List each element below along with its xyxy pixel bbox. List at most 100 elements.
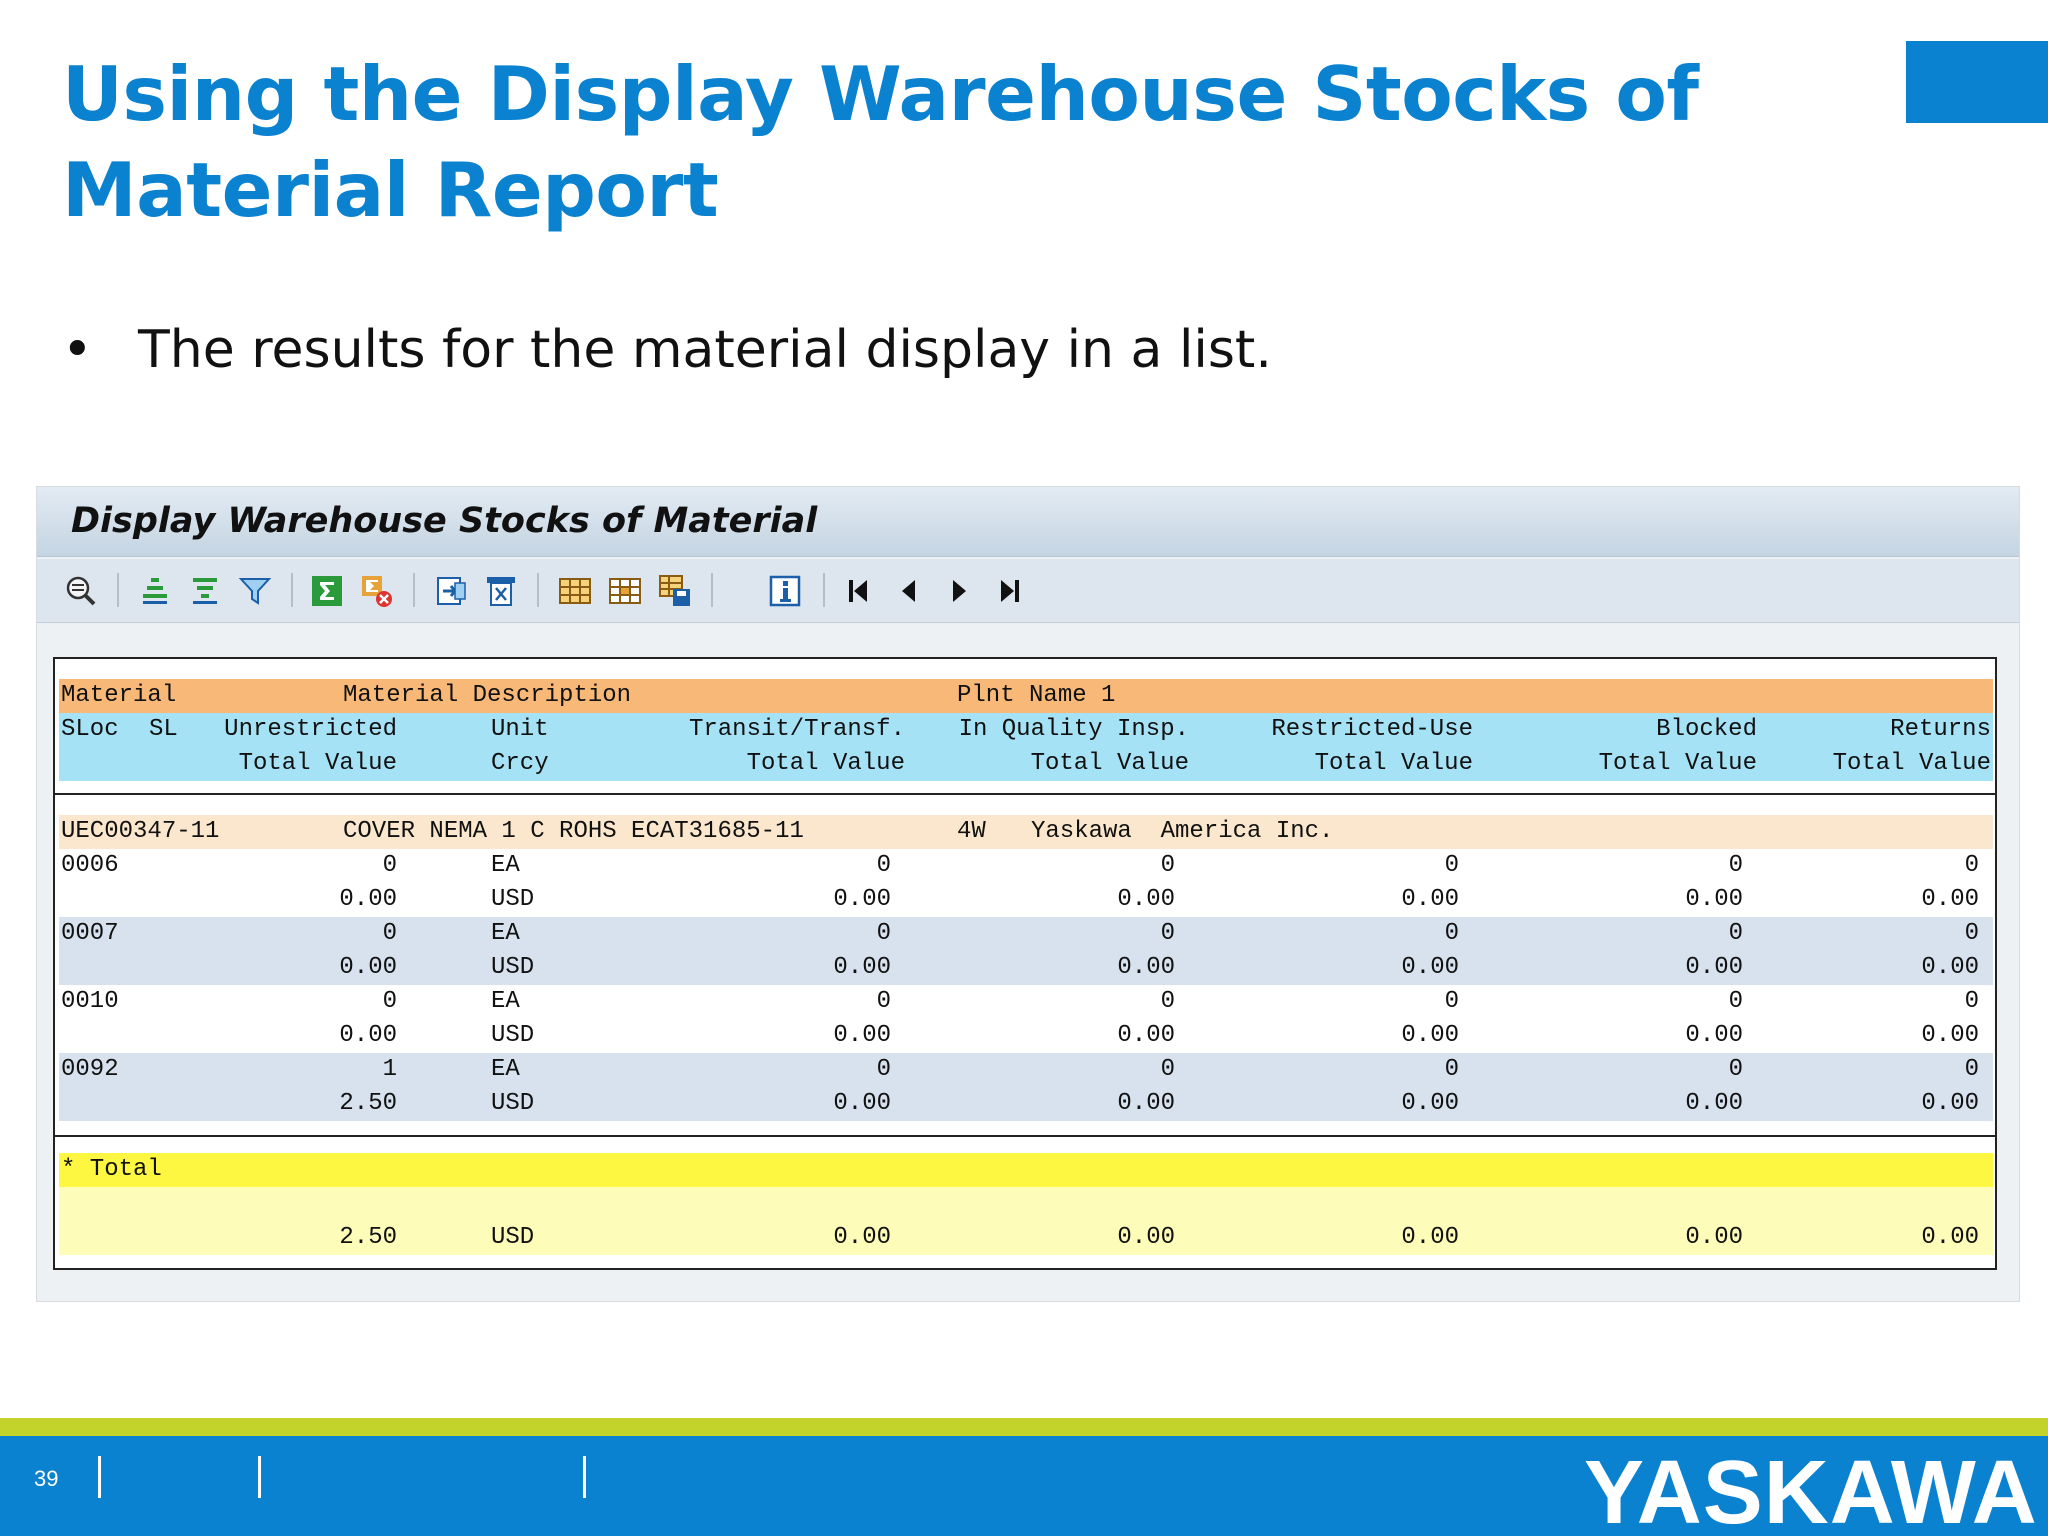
- info-icon[interactable]: [767, 573, 803, 609]
- footer-bar: [0, 1436, 2048, 1536]
- unrestricted-value: 0.00: [339, 954, 397, 981]
- header-divider: [55, 793, 1995, 795]
- previous-page-icon[interactable]: [891, 573, 927, 609]
- transit-qty: 0: [876, 920, 891, 947]
- header-total-value: Total Value: [1598, 750, 1757, 777]
- unit: EA: [491, 988, 520, 1015]
- unit: EA: [491, 852, 520, 879]
- returns-qty: 0: [1964, 920, 1979, 947]
- toolbar-separator: [413, 573, 415, 607]
- filter-icon[interactable]: [237, 573, 273, 609]
- transit-value: 0.00: [833, 886, 891, 913]
- returns-value: 0.00: [1921, 1090, 1979, 1117]
- unrestricted-qty: 0: [382, 852, 397, 879]
- sort-ascending-icon[interactable]: [137, 573, 173, 609]
- material-plant-name: Yaskawa America Inc.: [1031, 818, 1334, 845]
- next-page-icon[interactable]: [941, 573, 977, 609]
- stock-value-row[interactable]: 2.50 USD 0.00 0.00 0.00 0.00 0.00: [59, 1087, 1993, 1121]
- sum-icon[interactable]: [309, 573, 345, 609]
- yaskawa-logo: YASKAWA: [1584, 1443, 2038, 1536]
- footer-separator: [258, 1456, 261, 1498]
- last-page-icon[interactable]: [991, 573, 1027, 609]
- sap-window-title: Display Warehouse Stocks of Material: [71, 501, 818, 541]
- footer-separator: [98, 1456, 101, 1498]
- restricted-value: 0.00: [1401, 886, 1459, 913]
- currency: USD: [491, 954, 535, 981]
- transit-value: 0.00: [833, 954, 891, 981]
- returns-qty: 0: [1964, 1056, 1979, 1083]
- accent-block: [1906, 41, 2048, 123]
- stock-value-row[interactable]: 0.00 USD 0.00 0.00 0.00 0.00 0.00: [59, 951, 1993, 985]
- restricted-qty: 0: [1444, 920, 1459, 947]
- header-material: Material: [61, 682, 177, 709]
- total-restricted-value: 0.00: [1401, 1224, 1459, 1251]
- bullet-text: The results for the material display in …: [138, 320, 1272, 380]
- total-label: * Total: [61, 1156, 162, 1183]
- toolbar-separator: [537, 573, 539, 607]
- bullet-dot: •: [62, 320, 93, 380]
- stock-row[interactable]: 0006 0 EA 0 0 0 0 0: [59, 849, 1993, 883]
- blocked-value: 0.00: [1685, 1022, 1743, 1049]
- quality-qty: 0: [1160, 920, 1175, 947]
- quality-value: 0.00: [1117, 886, 1175, 913]
- header-total-value: Total Value: [746, 750, 905, 777]
- header-total-value: Total Value: [1832, 750, 1991, 777]
- page-number: 39: [34, 1466, 59, 1491]
- header-unrestricted: Unrestricted: [224, 716, 397, 743]
- stock-value-row[interactable]: 0.00 USD 0.00 0.00 0.00 0.00 0.00: [59, 1019, 1993, 1053]
- material-plant: 4W: [957, 818, 986, 845]
- header-restricted: Restricted-Use: [1271, 716, 1473, 743]
- change-layout-icon[interactable]: [607, 573, 643, 609]
- restricted-value: 0.00: [1401, 1090, 1459, 1117]
- toolbar-separator: [823, 573, 825, 607]
- unrestricted-qty: 0: [382, 988, 397, 1015]
- unit: EA: [491, 1056, 520, 1083]
- print-preview-icon[interactable]: [483, 573, 519, 609]
- export-icon[interactable]: [433, 573, 469, 609]
- report-list: Material Material Description Plnt Name …: [53, 657, 1997, 1270]
- stock-value-row[interactable]: 0.00 USD 0.00 0.00 0.00 0.00 0.00: [59, 883, 1993, 917]
- unrestricted-value: 2.50: [339, 1090, 397, 1117]
- sloc: 0006: [61, 852, 119, 879]
- subtotal-icon[interactable]: [359, 573, 395, 609]
- details-icon[interactable]: [63, 573, 99, 609]
- unit: EA: [491, 920, 520, 947]
- slide-title: Using the Display Warehouse Stocks of Ma…: [62, 50, 1699, 234]
- footer-strip: [0, 1418, 2048, 1436]
- header-quality: In Quality Insp.: [958, 716, 1189, 743]
- total-blocked-value: 0.00: [1685, 1224, 1743, 1251]
- unrestricted-qty: 0: [382, 920, 397, 947]
- header-row-3: Total Value Crcy Total Value Total Value…: [59, 747, 1993, 781]
- toolbar-separator: [117, 573, 119, 607]
- material-row[interactable]: UEC00347-11 COVER NEMA 1 C ROHS ECAT3168…: [59, 815, 1993, 849]
- total-row[interactable]: * Total: [59, 1153, 1993, 1187]
- transit-qty: 0: [876, 852, 891, 879]
- transit-qty: 0: [876, 988, 891, 1015]
- stock-row[interactable]: 0010 0 EA 0 0 0 0 0: [59, 985, 1993, 1019]
- stock-row[interactable]: 0007 0 EA 0 0 0 0 0: [59, 917, 1993, 951]
- header-returns: Returns: [1890, 716, 1991, 743]
- save-layout-icon[interactable]: [657, 573, 693, 609]
- quality-qty: 0: [1160, 1056, 1175, 1083]
- header-blocked: Blocked: [1656, 716, 1757, 743]
- header-total-value: Total Value: [238, 750, 397, 777]
- returns-qty: 0: [1964, 988, 1979, 1015]
- header-row-1: Material Material Description Plnt Name …: [59, 679, 1993, 713]
- layout-icon[interactable]: [557, 573, 593, 609]
- blocked-qty: 0: [1728, 852, 1743, 879]
- sap-toolbar: [37, 559, 2019, 623]
- quality-qty: 0: [1160, 852, 1175, 879]
- unrestricted-value: 0.00: [339, 1022, 397, 1049]
- first-page-icon[interactable]: [841, 573, 877, 609]
- blocked-qty: 0: [1728, 920, 1743, 947]
- blocked-value: 0.00: [1685, 954, 1743, 981]
- header-crcy: Crcy: [491, 750, 549, 777]
- total-currency: USD: [491, 1224, 535, 1251]
- sort-descending-icon[interactable]: [187, 573, 223, 609]
- stock-row[interactable]: 0092 1 EA 0 0 0 0 0: [59, 1053, 1993, 1087]
- currency: USD: [491, 1022, 535, 1049]
- header-sl: SL: [149, 716, 178, 743]
- returns-qty: 0: [1964, 852, 1979, 879]
- total-values-row: 2.50 USD 0.00 0.00 0.00 0.00 0.00: [59, 1221, 1993, 1255]
- blocked-qty: 0: [1728, 988, 1743, 1015]
